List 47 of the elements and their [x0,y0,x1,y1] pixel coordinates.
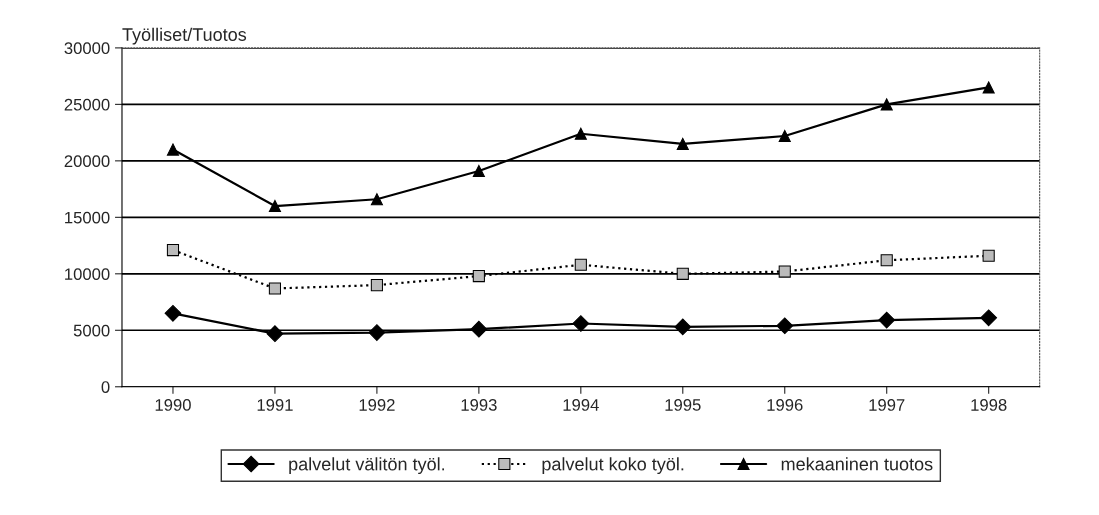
point [574,127,587,140]
point [166,143,180,156]
y-tick-label: 25000 [64,98,110,111]
y-tick-label: 10000 [65,268,110,281]
point [574,258,587,271]
point [676,267,689,280]
point [368,324,386,341]
point [472,269,485,283]
x-tick-label: 1997 [869,399,905,411]
y-tick-label: 0 [101,381,110,393]
x-tick-label: 1995 [665,399,701,411]
x-tick-label: 1991 [257,399,293,411]
point [880,254,893,267]
point [776,317,794,335]
y-axis-title: Työlliset/Tuotos [122,27,247,45]
point [880,98,893,111]
x-tick-label: 1992 [359,399,395,411]
point [878,311,896,329]
point [164,304,182,322]
x-tick-label: 1994 [563,399,599,411]
x-tick-label: 1990 [155,399,191,411]
point [370,193,383,206]
point [268,199,282,213]
point [778,129,791,143]
point [268,282,282,295]
point [778,265,791,278]
y-tick-label: 15000 [65,211,110,224]
point [572,315,590,332]
legend-label: mekaaninen tuotos [781,457,933,471]
legend-label: palvelut koko työl. [542,457,684,475]
point [166,244,180,257]
x-tick-label: 1993 [461,399,497,411]
point [980,309,998,327]
point [370,279,383,292]
y-tick-label: 30000 [64,42,110,55]
point [982,249,995,262]
legend-label: palvelut välitön työl. [289,457,445,475]
point [266,325,284,343]
point [674,318,692,336]
y-tick-label: 20000 [64,155,110,168]
y-tick-label: 5000 [73,324,110,337]
point [982,81,995,94]
x-tick-label: 1998 [971,399,1007,411]
point [472,164,485,178]
point [676,137,689,150]
point [470,320,488,338]
x-tick-label: 1996 [767,399,803,411]
